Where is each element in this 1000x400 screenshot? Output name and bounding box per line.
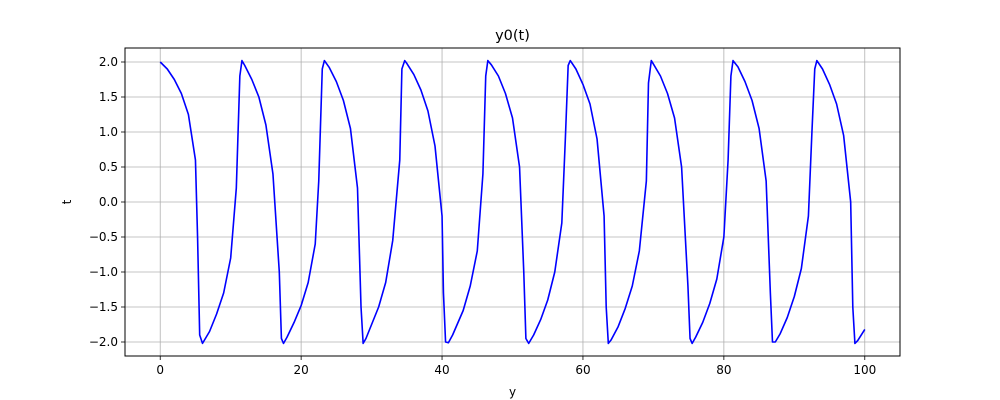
x-tick-label: 20 — [293, 363, 308, 377]
y-tick-label: 0.0 — [99, 195, 118, 209]
y-tick-label: −1.5 — [89, 300, 118, 314]
x-axis: 0 20 40 60 80 100 — [156, 356, 876, 377]
chart-title: y0(t) — [495, 28, 530, 44]
y-tick-label: 1.5 — [99, 90, 118, 104]
y-axis: −2.0 −1.5 −1.0 −0.5 0.0 0.5 1.0 1.5 2.0 — [89, 55, 125, 349]
y-tick-label: 0.5 — [99, 160, 118, 174]
y-tick-label: −1.0 — [89, 265, 118, 279]
x-tick-label: 40 — [434, 363, 449, 377]
series-layer — [159, 59, 866, 345]
y-tick-label: −2.0 — [89, 335, 118, 349]
x-tick-label: 100 — [853, 363, 876, 377]
x-tick-label: 80 — [716, 363, 731, 377]
y-tick-label: 1.0 — [99, 125, 118, 139]
y-axis-label: t — [60, 199, 74, 204]
x-tick-label: 0 — [156, 363, 164, 377]
grid — [125, 48, 900, 356]
y-tick-label: 2.0 — [99, 55, 118, 69]
x-axis-label: y — [509, 385, 516, 399]
x-tick-label: 60 — [575, 363, 590, 377]
y-tick-label: −0.5 — [89, 230, 118, 244]
series-line — [159, 59, 866, 345]
